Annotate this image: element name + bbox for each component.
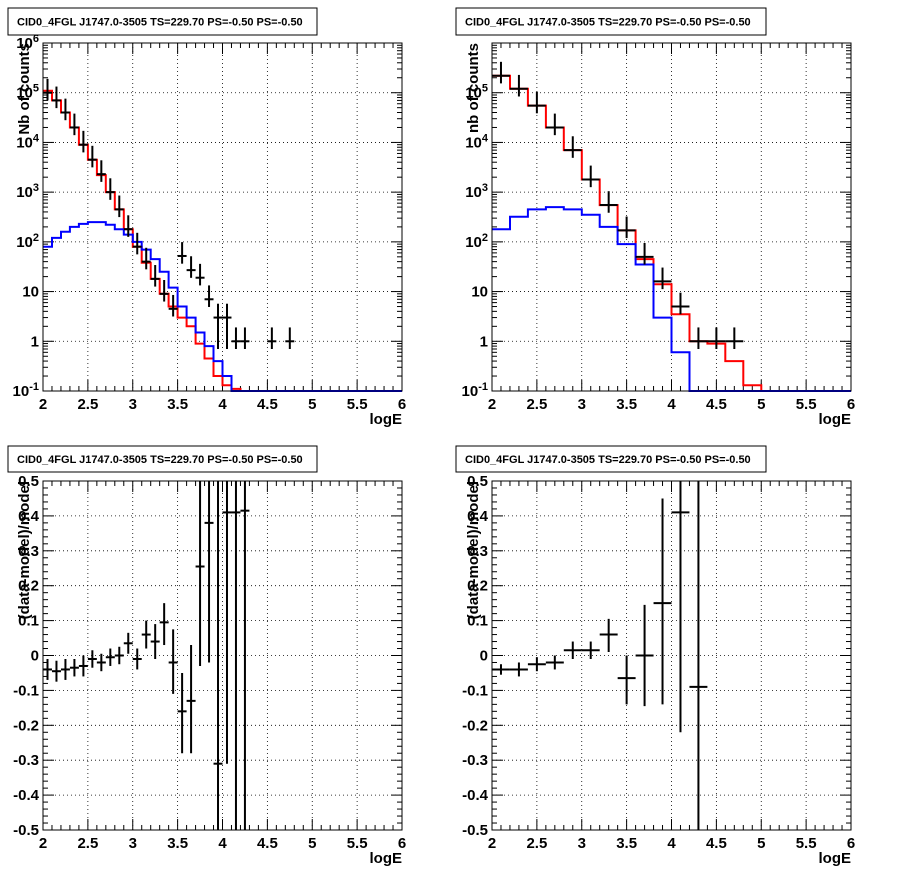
x-axis-label: logE [370, 411, 403, 428]
x-tick-label: 5 [757, 835, 765, 852]
x-tick-label: 4 [218, 396, 227, 413]
x-tick-label: 2.5 [77, 835, 98, 852]
x-axis-label: logE [370, 850, 403, 867]
y-tick-label: -0.2 [13, 717, 39, 734]
x-tick-label: 2.5 [526, 396, 547, 413]
title-box [455, 445, 767, 473]
x-tick-label: 2 [39, 835, 47, 852]
y-tick-label: 103 [465, 182, 488, 201]
x-tick-label: 2.5 [526, 835, 547, 852]
x-tick-label: 3 [129, 396, 137, 413]
x-tick-label: 5.5 [347, 396, 368, 413]
x-tick-label: 4 [667, 835, 676, 852]
x-tick-label: 5 [308, 396, 316, 413]
x-tick-label: 2.5 [77, 396, 98, 413]
title-box [7, 7, 318, 36]
x-tick-label: 3.5 [616, 396, 637, 413]
y-tick-label: -0.3 [13, 752, 39, 769]
x-tick-label: 3 [578, 396, 586, 413]
y-tick-label: 0.1 [467, 613, 488, 630]
y-tick-label: -0.1 [13, 682, 39, 699]
x-tick-label: 4.5 [257, 835, 278, 852]
title-box [7, 445, 318, 473]
x-tick-label: 3 [129, 835, 137, 852]
y-tick-label: 10-1 [13, 381, 39, 400]
x-tick-label: 4.5 [257, 396, 278, 413]
y-tick-label: 0.2 [18, 578, 39, 595]
x-tick-label: 6 [398, 835, 406, 852]
y-tick-label: -0.3 [462, 752, 488, 769]
plot-frame [491, 42, 852, 392]
y-tick-label: 102 [465, 232, 488, 251]
x-tick-label: 6 [847, 835, 855, 852]
y-tick-label: -0.4 [462, 787, 489, 804]
y-tick-label: 103 [16, 182, 39, 201]
y-tick-label: 0 [480, 648, 488, 665]
x-tick-label: 4 [218, 835, 227, 852]
y-tick-label: 106 [16, 33, 39, 52]
y-tick-label: 0.3 [467, 543, 488, 560]
y-axis-label: (data-model)/model [465, 481, 482, 619]
x-tick-label: 5.5 [796, 835, 817, 852]
y-tick-label: 1 [480, 333, 488, 350]
x-tick-label: 5 [757, 396, 765, 413]
chart-title: CID0_4FGL J1747.0-3505 TS=229.70 PS=-0.5… [17, 454, 303, 466]
x-tick-label: 4 [667, 396, 676, 413]
x-tick-label: 3 [578, 835, 586, 852]
title-box [455, 7, 767, 36]
y-tick-label: 10-1 [462, 381, 488, 400]
y-axis-label: (data-model)/model [16, 481, 33, 619]
y-axis-label: nb of counts [465, 43, 482, 133]
chart-panel-3: 2 2.5 3 3.5 4 4.5 5 5.5 6 -0.5 -0.4 -0.3 -0.2 -0.1 0 0.… [7, 445, 406, 867]
y-tick-label: -0.4 [13, 787, 40, 804]
y-tick-label: 10 [22, 284, 39, 301]
chart-panel-1: 2 2.5 3 3.5 4 4.5 5 5.5 6 10-1 1 10 102 103 104 105 106 l… [7, 7, 406, 428]
y-tick-label: 0.2 [467, 578, 488, 595]
plot-frame [42, 480, 403, 831]
chart-title: CID0_4FGL J1747.0-3505 TS=229.70 PS=-0.5… [465, 454, 751, 466]
y-tick-label: 105 [16, 83, 39, 102]
y-tick-label: 102 [16, 232, 39, 251]
y-tick-label: 104 [16, 132, 40, 151]
x-tick-label: 3.5 [167, 835, 188, 852]
y-tick-label: 0.1 [18, 613, 39, 630]
y-tick-label: -0.1 [462, 682, 488, 699]
y-axis-label: Nb of counts [16, 43, 33, 135]
y-tick-label: -0.5 [462, 822, 488, 839]
y-tick-label: 0.3 [18, 543, 39, 560]
chart-panel-2: 2 2.5 3 3.5 4 4.5 5 5.5 6 10-1 1 10 102 103 104 105 logE… [455, 7, 855, 428]
y-tick-label: 0.5 [467, 473, 488, 490]
y-tick-label: 0 [31, 648, 39, 665]
y-tick-label: 0.4 [18, 508, 40, 525]
x-tick-label: 5 [308, 835, 316, 852]
x-tick-label: 4.5 [706, 835, 727, 852]
x-tick-label: 2 [488, 396, 496, 413]
y-tick-label: 0.5 [18, 473, 39, 490]
x-tick-label: 3.5 [616, 835, 637, 852]
x-tick-label: 5.5 [796, 396, 817, 413]
chart-title: CID0_4FGL J1747.0-3505 TS=229.70 PS=-0.5… [465, 17, 751, 29]
y-tick-label: 10 [471, 284, 488, 301]
x-tick-label: 4.5 [706, 396, 727, 413]
x-tick-label: 3.5 [167, 396, 188, 413]
x-axis-label: logE [819, 850, 852, 867]
y-tick-label: 105 [465, 83, 488, 102]
y-tick-label: 0.4 [467, 508, 489, 525]
chart-panel-4: 2 2.5 3 3.5 4 4.5 5 5.5 6 -0.5 -0.4 -0.3 -0.2 -0.1 0 0.… [455, 445, 855, 867]
x-tick-label: 2 [488, 835, 496, 852]
y-tick-label: -0.2 [462, 717, 488, 734]
x-axis-label: logE [819, 411, 852, 428]
x-tick-label: 6 [398, 396, 406, 413]
y-tick-label: 1 [31, 333, 39, 350]
x-tick-label: 5.5 [347, 835, 368, 852]
plot-frame [42, 42, 403, 392]
x-tick-label: 6 [847, 396, 855, 413]
plot-frame [491, 480, 852, 831]
y-tick-label: -0.5 [13, 822, 39, 839]
chart-title: CID0_4FGL J1747.0-3505 TS=229.70 PS=-0.5… [17, 17, 303, 29]
x-tick-label: 2 [39, 396, 47, 413]
y-tick-label: 104 [465, 132, 489, 151]
